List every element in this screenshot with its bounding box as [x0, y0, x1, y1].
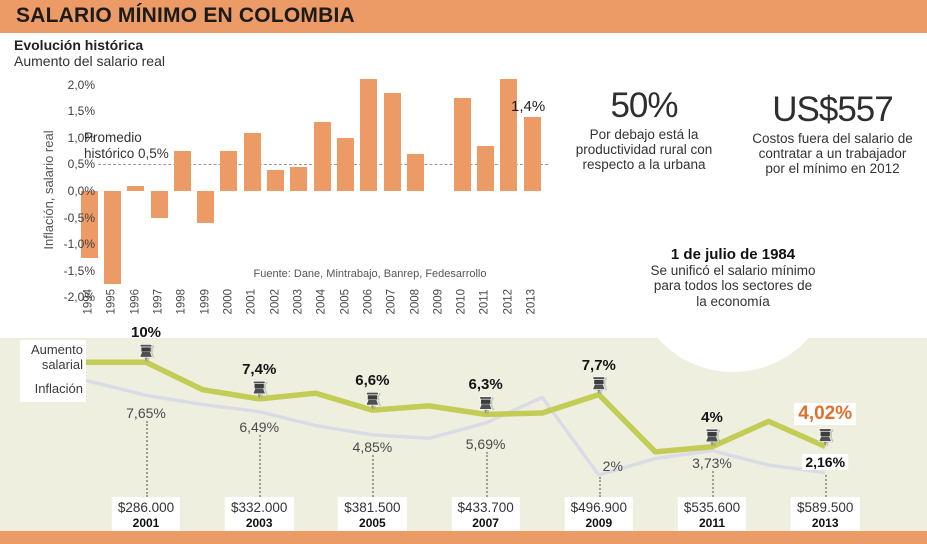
stat-description: Por debajo está la productividad rural c… — [575, 127, 713, 173]
stat-hiring-cost: US$557 Costos fuera del salario de contr… — [750, 92, 915, 176]
inflation-label: 2% — [602, 458, 623, 474]
salary-value: $332.000 — [231, 500, 288, 515]
bar-2004 — [313, 121, 331, 191]
salary-year: 2005 — [359, 516, 386, 530]
section-subtitle: Aumento del salario real — [14, 53, 165, 69]
dotted-connector — [146, 421, 148, 497]
bar-1999 — [197, 191, 215, 223]
y-tick-label: 0,0% — [67, 184, 95, 198]
increase-label: 6,3% — [468, 376, 503, 394]
salary-year: 2001 — [132, 516, 160, 530]
bar-2003 — [290, 167, 308, 191]
bar-2006 — [360, 79, 378, 191]
bar-2010 — [453, 97, 471, 191]
y-tick-label: -0,5% — [63, 210, 95, 225]
increase-label: 4,02% — [794, 402, 857, 425]
inflation-label: 3,73% — [692, 455, 732, 471]
line-chart-legend: Aumento salarial Inflación — [20, 340, 86, 402]
inflation-label: 5,69% — [465, 436, 506, 452]
increase-label: 7,4% — [242, 360, 277, 378]
bar-2008 — [407, 153, 424, 191]
dotted-connector — [259, 435, 262, 497]
callout-title: 1 de julio de 1984 — [670, 246, 796, 263]
salary-box: $332.000 2003 — [225, 497, 294, 532]
salary-year: 2007 — [472, 516, 499, 530]
bar-2005 — [337, 137, 354, 191]
salary-year: 2009 — [585, 516, 613, 530]
salary-box: $381.500 2005 — [338, 497, 407, 532]
salary-value: $589.500 — [797, 500, 854, 515]
y-tick-label: 1,0% — [67, 130, 95, 145]
bar-1994 — [80, 191, 98, 258]
salary-box: $535.600 2011 — [677, 497, 747, 532]
bar-2000 — [220, 151, 238, 191]
salary-box: $433.700 2007 — [451, 497, 520, 532]
source-note: Fuente: Dane, Mintrabajo, Banrep, Fedesa… — [253, 268, 487, 280]
y-tick-label: -2,0% — [63, 290, 95, 305]
section-title: Evolución histórica — [14, 37, 144, 53]
bar-1995 — [103, 191, 121, 285]
salary-box: $589.500 2013 — [791, 497, 860, 532]
bar-1996 — [127, 185, 145, 191]
bar-2011 — [476, 145, 494, 191]
dotted-connector — [598, 477, 601, 497]
callout-description: Se unificó el salario mínimo para todos … — [650, 263, 816, 309]
stat-value: US$557 — [772, 90, 893, 129]
bar-1998 — [173, 151, 191, 191]
title-bar: SALARIO MÍNIMO EN COLOMBIA — [0, 0, 927, 33]
bar-2013 — [523, 116, 541, 191]
callout-1984: 1 de julio de 1984 Se unificó el salario… — [650, 246, 816, 309]
average-note: Promedio histórico 0,5% — [84, 130, 169, 161]
inflation-label: 7,65% — [126, 405, 166, 421]
bar-2007 — [383, 92, 401, 191]
y-tick-label: 1,5% — [67, 104, 95, 119]
legend-salary-increase: Aumento salarial — [30, 342, 83, 372]
bar-2002 — [267, 169, 285, 191]
salary-year: 2011 — [698, 516, 726, 530]
inflation-label: 6,49% — [239, 419, 280, 435]
salary-value: $496.900 — [570, 500, 627, 515]
page-title: SALARIO MÍNIMO EN COLOMBIA — [16, 4, 355, 27]
dotted-connector — [825, 475, 828, 497]
salary-value: $381.500 — [344, 500, 401, 515]
dotted-connector — [372, 455, 375, 497]
dotted-connector — [712, 471, 714, 497]
salary-value: $535.600 — [683, 500, 741, 515]
legend-inflation: Inflación — [34, 381, 83, 397]
y-tick-label: 0,5% — [67, 157, 95, 172]
stat-rural-productivity: 50% Por debajo está la productividad rur… — [575, 88, 713, 172]
inflation-label: 4,85% — [352, 439, 393, 455]
bar-1997 — [150, 191, 168, 218]
increase-label: 7,7% — [581, 356, 616, 374]
salary-box: $496.900 2009 — [564, 497, 633, 532]
increase-label: 4% — [701, 408, 723, 426]
bar-2012 — [500, 79, 518, 191]
salary-box: $286.000 2001 — [111, 497, 181, 532]
stat-description: Costos fuera del salario de contratar a … — [752, 131, 913, 177]
salary-value: $433.700 — [457, 500, 514, 515]
dotted-connector — [485, 452, 488, 497]
salary-value: $286.000 — [117, 500, 175, 515]
stat-value: 50% — [610, 86, 678, 125]
salary-year: 2013 — [811, 516, 839, 530]
y-tick-label: 2,0% — [67, 77, 95, 92]
bar-2001 — [243, 132, 261, 191]
y-tick-label: -1,0% — [63, 237, 95, 252]
increase-label: 6,6% — [355, 372, 390, 390]
increase-label: 10% — [130, 324, 162, 342]
bottom-accent-bar — [0, 531, 927, 544]
inflation-label: 2,16% — [802, 454, 849, 470]
salary-year: 2003 — [245, 516, 273, 530]
y-tick-label: -1,5% — [63, 263, 95, 278]
bar-annotation-2013: 1,4% — [511, 98, 546, 115]
